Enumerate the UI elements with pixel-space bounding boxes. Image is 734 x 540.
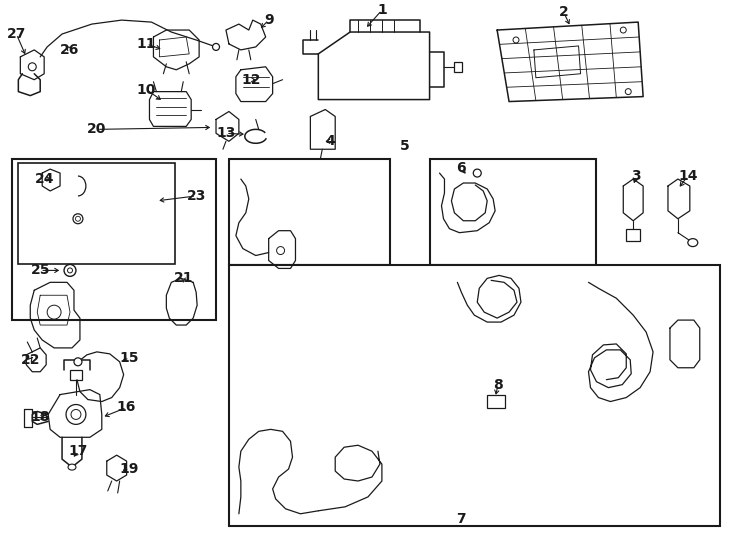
Text: 7: 7 <box>457 512 466 526</box>
Ellipse shape <box>73 214 83 224</box>
Bar <box>70 370 82 380</box>
Text: 14: 14 <box>678 169 697 183</box>
Ellipse shape <box>68 268 73 273</box>
Ellipse shape <box>47 305 61 319</box>
Text: 24: 24 <box>34 172 54 186</box>
Text: 16: 16 <box>117 401 137 415</box>
Bar <box>12 159 216 320</box>
Ellipse shape <box>64 265 76 276</box>
Bar <box>229 159 390 266</box>
Text: 21: 21 <box>173 272 193 285</box>
Ellipse shape <box>74 358 82 366</box>
Text: 15: 15 <box>120 351 139 365</box>
Ellipse shape <box>473 169 482 177</box>
Text: 12: 12 <box>241 73 261 87</box>
Text: 17: 17 <box>68 444 87 458</box>
Bar <box>18 163 175 265</box>
Bar <box>487 395 505 408</box>
Bar <box>229 266 719 526</box>
Ellipse shape <box>76 217 81 221</box>
Ellipse shape <box>513 37 519 43</box>
Text: 13: 13 <box>217 126 236 140</box>
Text: 8: 8 <box>493 377 503 392</box>
Text: 27: 27 <box>7 27 26 41</box>
Text: 19: 19 <box>120 462 139 476</box>
Ellipse shape <box>29 63 36 71</box>
Ellipse shape <box>213 43 219 50</box>
Ellipse shape <box>66 404 86 424</box>
Text: 23: 23 <box>186 189 206 203</box>
Ellipse shape <box>71 409 81 420</box>
Ellipse shape <box>688 239 698 247</box>
Bar <box>429 159 597 266</box>
Text: 9: 9 <box>264 13 274 27</box>
Text: 4: 4 <box>325 134 335 149</box>
Text: 22: 22 <box>21 353 40 367</box>
Text: 10: 10 <box>137 83 156 97</box>
Ellipse shape <box>277 247 285 254</box>
Text: 11: 11 <box>137 37 156 51</box>
Ellipse shape <box>620 27 626 33</box>
Bar <box>626 229 640 241</box>
Bar <box>454 62 462 72</box>
Text: 5: 5 <box>400 139 410 153</box>
Ellipse shape <box>68 464 76 470</box>
Text: 20: 20 <box>87 123 106 137</box>
Text: 1: 1 <box>377 3 387 17</box>
Text: 2: 2 <box>559 5 569 19</box>
Text: 18: 18 <box>30 410 50 424</box>
Text: 3: 3 <box>631 169 641 183</box>
Text: 25: 25 <box>30 264 50 278</box>
Text: 26: 26 <box>60 43 80 57</box>
Ellipse shape <box>625 89 631 94</box>
Text: 6: 6 <box>457 161 466 175</box>
